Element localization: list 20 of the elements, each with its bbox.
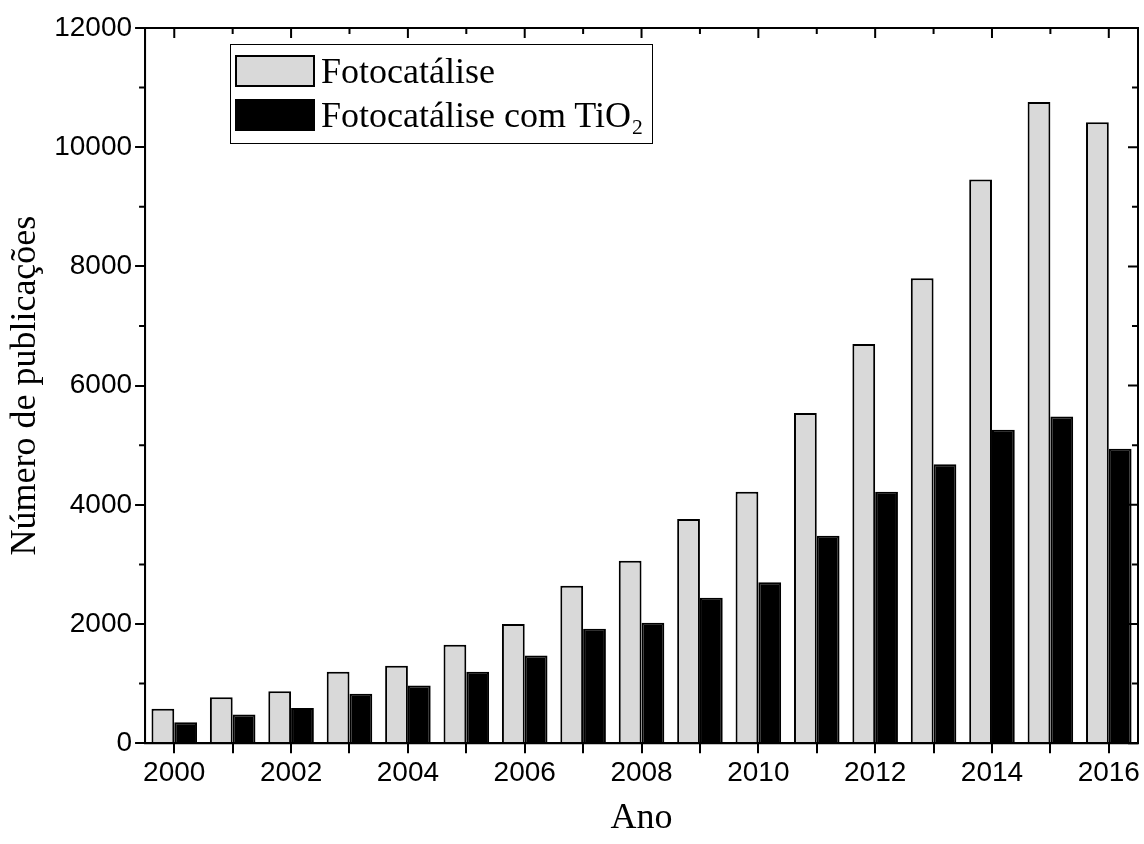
x-tick-label: 2004 <box>376 755 440 787</box>
x-tick-label: 2002 <box>259 755 323 787</box>
y-tick-label: 8000 <box>69 249 133 281</box>
x-tick-label: 2008 <box>610 755 673 787</box>
x-tick-label: 2010 <box>727 755 790 787</box>
y-tick-label: 4000 <box>69 487 133 519</box>
y-tick-label: 6000 <box>69 368 133 400</box>
x-axis-title: Ano <box>610 795 673 836</box>
y-tick-label: 12000 <box>54 10 133 42</box>
x-tick-label: 2006 <box>493 755 556 787</box>
y-tick-label: 2000 <box>69 606 133 638</box>
legend-label: Fotocatálise <box>321 50 495 93</box>
y-axis-title: Número de publicações <box>3 215 44 556</box>
y-tick-label: 10000 <box>54 129 133 161</box>
x-tick-label: 2016 <box>1077 755 1140 787</box>
y-tick-label: 0 <box>116 725 133 757</box>
x-tick-label: 2014 <box>960 755 1024 787</box>
x-tick-label: 2012 <box>844 755 907 787</box>
x-tick-label: 2000 <box>143 755 206 787</box>
legend-label: Fotocatálise com TiO₂ <box>321 94 644 137</box>
